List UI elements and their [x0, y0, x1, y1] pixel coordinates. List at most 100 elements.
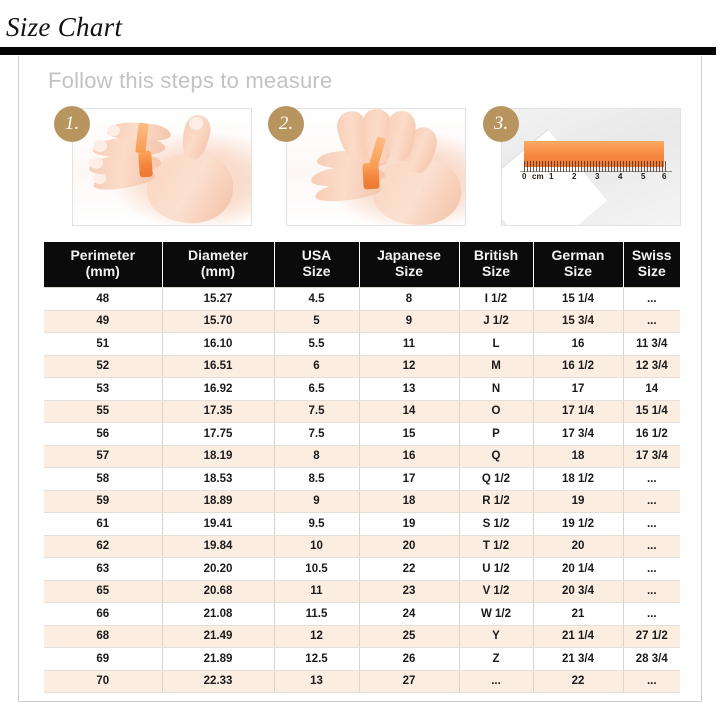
table-cell: 63: [44, 557, 163, 581]
header-line-2: Size: [394, 263, 423, 279]
table-cell: 6: [274, 355, 360, 378]
table-cell: M: [459, 355, 534, 378]
header-line-2: Size: [481, 263, 510, 279]
nail-pinky: [93, 173, 106, 184]
table-cell: 17: [359, 467, 460, 491]
steps-heading: Follow this steps to measure: [48, 68, 333, 93]
table-cell: W 1/2: [459, 602, 534, 626]
table-cell: ...: [623, 467, 680, 491]
table-cell: 8.5: [274, 467, 360, 491]
table-cell: 61: [44, 512, 163, 536]
table-cell: 15 3/4: [533, 310, 624, 333]
table-cell: 11 3/4: [623, 332, 680, 356]
table-row: 48 15.27 4.5 8 I 1/2 15 1/4...: [44, 287, 680, 311]
ruler-tick-marks: [524, 161, 668, 172]
table-cell: 12: [274, 625, 360, 648]
table-cell: 5.5: [274, 332, 360, 356]
table-row: 63 20.20 10.5 22 U 1/2 20 1/4...: [44, 557, 680, 581]
table-cell: 17 3/4: [533, 422, 624, 446]
table-cell: 18.53: [162, 467, 275, 491]
table-cell: 14: [623, 377, 680, 401]
table-row: 61 19.41 9.5 19 S 1/2 19 1/2...: [44, 512, 680, 536]
table-row: 62 19.84 10 20 T 1/2 20...: [44, 535, 680, 558]
table-cell: T 1/2: [459, 535, 534, 558]
table-row: 53 16.92 6.5 13 N 17 14: [44, 377, 680, 401]
ruler-mark-6: 6: [662, 172, 667, 181]
step-3-badge: 3.: [483, 106, 519, 142]
table-row: 57 18.19 8 16 Q 18 17 3/4: [44, 445, 680, 468]
size-table-header-row: Perimeter (mm) Diameter (mm) USA Size Ja…: [44, 242, 680, 288]
table-cell: 13: [359, 377, 460, 401]
table-cell: 53: [44, 377, 163, 401]
table-cell: 21 3/4: [533, 647, 624, 671]
table-cell: ...: [623, 557, 680, 581]
table-cell: 69: [44, 647, 163, 671]
header-line-1: Japanese: [377, 247, 441, 264]
table-cell: 21.08: [162, 602, 275, 626]
header-line-1: British: [473, 247, 519, 264]
header-line-2: (mm): [85, 263, 120, 279]
header-line-2: Size: [302, 263, 331, 279]
table-cell: ...: [623, 490, 680, 513]
table-cell: 7.5: [274, 422, 360, 446]
table-cell: 19.84: [162, 535, 275, 558]
table-cell: 15 1/4: [623, 400, 680, 423]
table-cell: 16.92: [162, 377, 275, 401]
nail-index: [107, 125, 120, 136]
table-cell: 17 1/4: [533, 400, 624, 423]
table-cell: 52: [44, 355, 163, 378]
table-row: 58 18.53 8.5 17 Q 1/2 18 1/2...: [44, 467, 680, 491]
table-cell: 20: [359, 535, 460, 558]
table-cell: 70: [44, 670, 163, 693]
table-cell: 55: [44, 400, 163, 423]
table-cell: 11.5: [274, 602, 360, 626]
table-row: 69 21.89 12.5 26 Z 21 3/4 28 3/4: [44, 647, 680, 671]
column-header-japanese-size: Japanese Size: [359, 242, 460, 288]
table-cell: 58: [44, 467, 163, 491]
table-cell: 18: [359, 490, 460, 513]
header-line-2: Size: [563, 263, 592, 279]
table-cell: 19: [533, 490, 624, 513]
table-cell: S 1/2: [459, 512, 534, 536]
table-cell: 11: [274, 580, 360, 603]
table-cell: 7.5: [274, 400, 360, 423]
table-cell: 26: [359, 647, 460, 671]
table-cell: 17: [533, 377, 624, 401]
column-header-german-size: German Size: [533, 242, 624, 288]
measure-step-2: 2.: [268, 104, 466, 230]
table-cell: O: [459, 400, 534, 423]
table-cell: 20.68: [162, 580, 275, 603]
table-cell: 20 3/4: [533, 580, 624, 603]
table-cell: 18.19: [162, 445, 275, 468]
table-cell: 17.35: [162, 400, 275, 423]
table-cell: 8: [359, 287, 460, 311]
table-cell: 15 1/4: [533, 287, 624, 311]
header-line-1: USA: [301, 247, 332, 264]
measure-steps: 1. 2.: [48, 104, 681, 230]
table-row: 59 18.89 9 18 R 1/2 19...: [44, 490, 680, 513]
table-row: 65 20.68 11 23 V 1/2 20 3/4...: [44, 580, 680, 603]
table-row: 70 22.33 13 27... 22...: [44, 670, 680, 693]
table-row: 66 21.08 11.5 24 W 1/2 21...: [44, 602, 680, 626]
table-cell: 9: [359, 310, 460, 333]
step-2-photo: [286, 108, 466, 226]
table-cell: 16.51: [162, 355, 275, 378]
ruler-mark-5: 5: [641, 172, 646, 181]
table-cell: 11: [359, 332, 460, 356]
step-3-photo: 0 cm 1 2 3 4 5 6: [501, 108, 681, 226]
table-cell: 51: [44, 332, 163, 356]
nail-thumb: [189, 117, 203, 130]
table-row: 52 16.51 6 12 M 16 1/2 12 3/4: [44, 355, 680, 378]
table-row: 49 15.70 5 9 J 1/2 15 3/4...: [44, 310, 680, 333]
column-header-perimeter: Perimeter (mm): [44, 242, 163, 288]
header-line-1: Swiss: [631, 247, 672, 264]
table-cell: U 1/2: [459, 557, 534, 581]
table-cell: 28 3/4: [623, 647, 680, 671]
table-cell: V 1/2: [459, 580, 534, 603]
size-table-wrapper: Perimeter (mm) Diameter (mm) USA Size Ja…: [44, 242, 680, 693]
header-line-1: Diameter: [188, 247, 248, 264]
table-cell: 8: [274, 445, 360, 468]
table-cell: 6.5: [274, 377, 360, 401]
table-cell: 17.75: [162, 422, 275, 446]
